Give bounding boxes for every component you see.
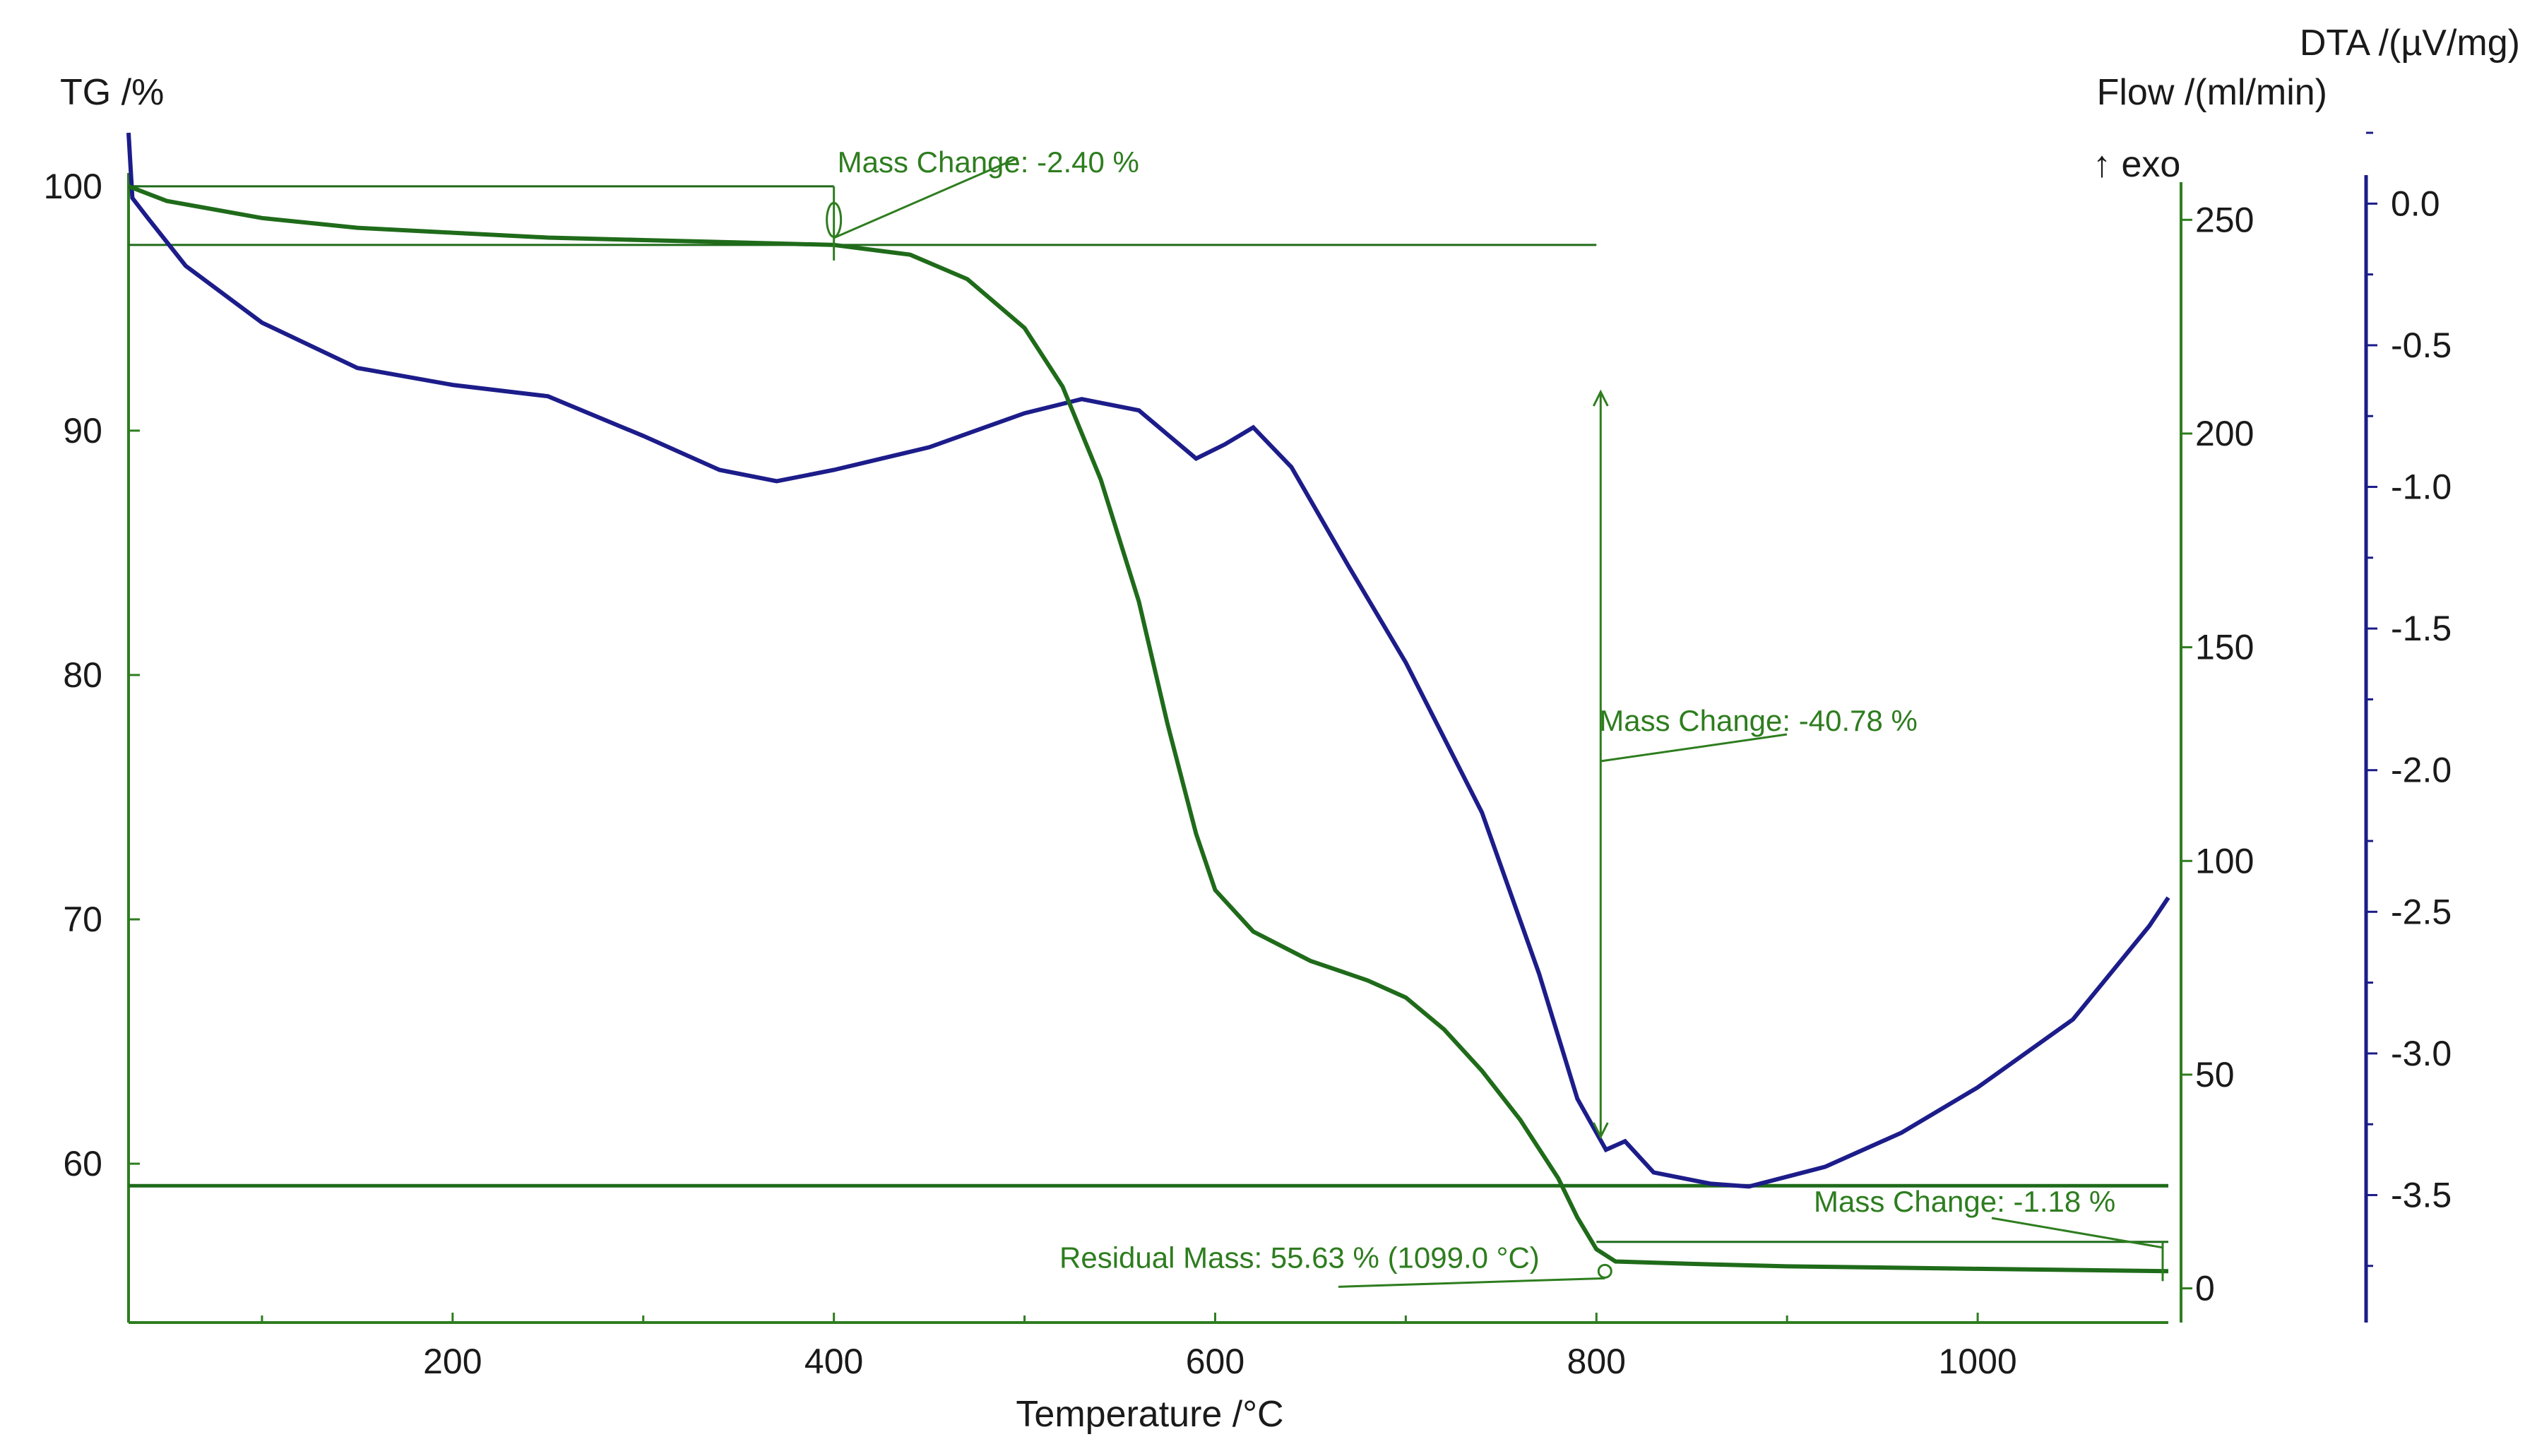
tg-axis-title: TG /% xyxy=(60,72,164,113)
x-tick-label: 1000 xyxy=(1938,1342,2016,1381)
reference-lines xyxy=(129,185,2168,1243)
flow-tick-label: 100 xyxy=(2195,841,2254,881)
dta-axis-title: DTA /(µV/mg) xyxy=(2300,23,2520,64)
x-tick-label: 400 xyxy=(804,1342,863,1381)
annotation-step1-label: Mass Change: -2.40 % xyxy=(838,145,1139,179)
flow-tick-label: 0 xyxy=(2195,1269,2215,1308)
tg-series-line xyxy=(127,184,2169,1274)
tg-tick-label: 80 xyxy=(63,655,102,695)
dta-tick-label: -2.5 xyxy=(2391,892,2452,931)
annotation-arrowhead-top xyxy=(1592,389,1609,407)
residual-mass-label: Residual Mass: 55.63 % (1099.0 °C) xyxy=(1059,1241,1540,1274)
flow-tick-label: 50 xyxy=(2195,1055,2235,1094)
x-tick-label: 600 xyxy=(1186,1342,1244,1381)
dta-axis-ticks: 0.0 -0.5 -1.0 -1.5 -2.0 -2.5 -3.0 -3.5 xyxy=(2366,131,2452,1267)
annotation-leader-step2 xyxy=(1600,733,1788,763)
residual-mass-leader xyxy=(1338,1277,1605,1288)
dta-tick-label: -3.0 xyxy=(2391,1034,2452,1073)
annotation-step3-label: Mass Change: -1.18 % xyxy=(1814,1185,2115,1218)
dta-series-line xyxy=(126,132,2170,1189)
annotation-step2-label: Mass Change: -40.78 % xyxy=(1599,704,1918,737)
dta-tick-label: -0.5 xyxy=(2391,326,2452,365)
flow-axis-ticks: 0 50 100 150 200 250 xyxy=(2181,200,2254,1308)
dta-tick-label: -2.0 xyxy=(2391,751,2452,790)
flow-tick-label: 200 xyxy=(2195,414,2254,453)
x-axis-title: Temperature /°C xyxy=(1016,1394,1283,1435)
annotation-arrowhead-bottom xyxy=(1592,1122,1609,1140)
x-axis-ticks: 200 400 600 800 1000 xyxy=(261,1313,2017,1381)
dta-tick-label: -3.5 xyxy=(2391,1175,2452,1215)
annotation-leader-step1 xyxy=(833,157,1018,239)
tg-tick-label: 90 xyxy=(63,411,102,450)
x-tick-label: 200 xyxy=(423,1342,482,1381)
x-tick-label: 800 xyxy=(1567,1342,1626,1381)
tg-axis-ticks: 60 70 80 90 100 xyxy=(44,167,140,1183)
dta-tick-label: 0.0 xyxy=(2391,184,2440,223)
tg-tick-label: 100 xyxy=(44,167,102,206)
dta-tick-label: -1.5 xyxy=(2391,609,2452,648)
exo-indicator: ↑ exo xyxy=(2093,144,2180,185)
tg-tick-label: 70 xyxy=(63,900,102,939)
dta-tick-label: -1.0 xyxy=(2391,467,2452,507)
tg-tick-label: 60 xyxy=(63,1144,102,1183)
flow-tick-label: 150 xyxy=(2195,628,2254,667)
annotation-leader-step3 xyxy=(1991,1217,2163,1249)
annotations: Mass Change: -2.40 % Mass Change: -40.78… xyxy=(826,145,2164,1288)
flow-tick-label: 250 xyxy=(2195,200,2254,239)
residual-mass-marker xyxy=(1597,1263,1612,1279)
flow-axis-title: Flow /(ml/min) xyxy=(2097,72,2327,113)
